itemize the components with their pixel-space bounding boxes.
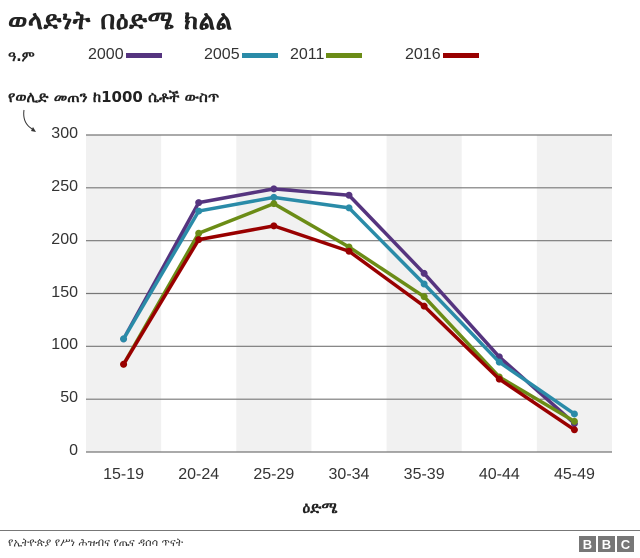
- data-point: [345, 204, 353, 212]
- y-tick-label: 100: [51, 336, 78, 354]
- bbc-logo-letter: C: [617, 536, 634, 552]
- data-point: [270, 193, 278, 201]
- data-point: [270, 222, 278, 230]
- legend-year: 2000: [88, 46, 124, 63]
- legend: ዓ.ም 2000 2005 2011 2016: [8, 46, 640, 70]
- legend-item-2016: 2016: [405, 46, 479, 64]
- data-point: [420, 302, 428, 310]
- data-point: [420, 293, 428, 301]
- x-axis-title: ዕድሜ: [302, 498, 338, 517]
- data-point: [570, 426, 578, 434]
- bbc-logo-letter: B: [579, 536, 596, 552]
- data-point: [195, 199, 203, 207]
- legend-label: ዓ.ም: [8, 49, 35, 65]
- data-point: [420, 280, 428, 288]
- series-2005: [120, 193, 578, 418]
- data-point: [195, 229, 203, 237]
- data-point: [570, 417, 578, 425]
- data-point: [345, 247, 353, 255]
- source-note: የኢትዮጵያ የሥነ ሕዝብና የጤና ዳሰሳ ጥናት: [8, 536, 184, 549]
- legend-year: 2016: [405, 46, 441, 63]
- y-axis-label: የወሊድ መጠን ከ1000 ሴቶች ውስጥ: [8, 88, 220, 106]
- series-2016: [120, 222, 578, 434]
- y-tick-label: 250: [51, 177, 78, 195]
- series-2011: [120, 200, 578, 425]
- data-point: [570, 410, 578, 418]
- x-tick-label: 45-49: [553, 466, 595, 483]
- legend-item-2011: 2011: [290, 46, 363, 64]
- x-tick-label: 40-44: [478, 466, 520, 483]
- legend-year: 2011: [290, 46, 325, 63]
- x-tick-label: 25-29: [253, 466, 295, 483]
- chart-title: ወላድነት በዕድሜ ክልል: [8, 6, 233, 36]
- data-point: [270, 200, 278, 208]
- curved-arrow-icon: [23, 109, 36, 132]
- line-chart: [86, 134, 612, 453]
- y-tick-label: 50: [60, 389, 78, 407]
- data-point: [120, 360, 128, 368]
- data-point: [495, 358, 503, 366]
- legend-item-2005: 2005: [204, 46, 278, 64]
- data-point: [420, 269, 428, 277]
- bbc-logo-letter: B: [598, 536, 615, 552]
- x-tick-label: 15-19: [103, 466, 145, 483]
- data-point: [195, 236, 203, 244]
- legend-item-2000: 2000: [88, 46, 162, 64]
- legend-swatch: [326, 52, 363, 58]
- legend-year: 2005: [204, 46, 240, 63]
- legend-swatch: [125, 52, 162, 58]
- bbc-logo: B B C: [579, 536, 634, 552]
- x-tick-label: 30-34: [328, 466, 370, 483]
- x-tick-label: 20-24: [178, 466, 220, 483]
- legend-swatch: [442, 52, 479, 58]
- y-tick-label: 150: [51, 283, 78, 301]
- data-point: [345, 191, 353, 199]
- y-tick-label: 0: [69, 442, 78, 459]
- data-point: [270, 185, 278, 193]
- legend-swatch: [241, 52, 278, 58]
- data-point: [120, 335, 128, 343]
- footer-divider: [0, 530, 640, 531]
- data-point: [195, 207, 203, 215]
- data-point: [495, 375, 503, 383]
- series-2000: [120, 185, 578, 427]
- y-tick-label: 200: [51, 230, 78, 248]
- x-tick-label: 35-39: [403, 466, 445, 483]
- y-tick-label: 300: [51, 125, 78, 142]
